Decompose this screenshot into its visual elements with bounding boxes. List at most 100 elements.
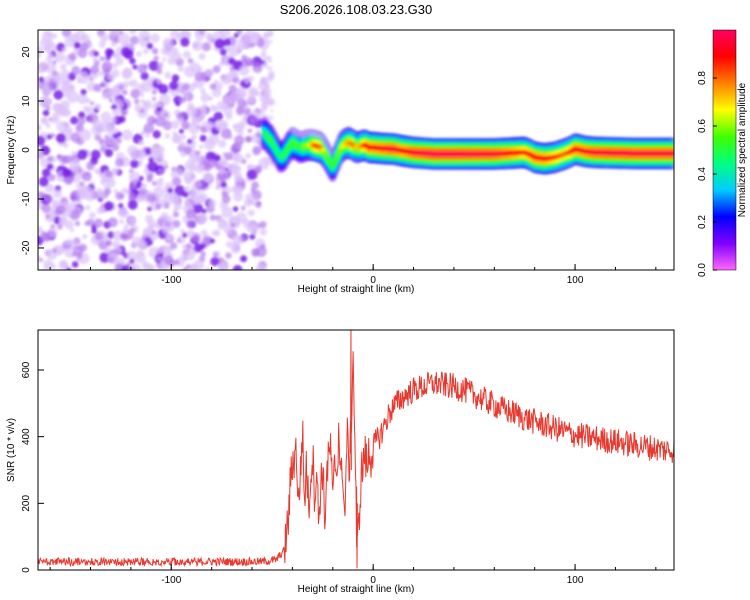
noise-blob	[158, 168, 165, 175]
noise-blob	[222, 38, 231, 47]
noise-blob	[183, 185, 191, 193]
noise-blob	[266, 66, 271, 71]
noise-blob	[130, 88, 141, 99]
y-tick-label: 0	[21, 567, 32, 573]
noise-blob	[70, 116, 79, 125]
noise-blob	[77, 149, 88, 160]
noise-blob	[237, 121, 246, 130]
noise-blob	[112, 108, 120, 117]
noise-blob	[109, 30, 120, 36]
noise-blob	[129, 263, 141, 270]
noise-blob	[146, 42, 154, 50]
noise-blob	[237, 129, 244, 136]
noise-blob	[193, 259, 205, 270]
noise-blob	[192, 82, 197, 87]
noise-blob	[197, 66, 203, 72]
noise-blob	[129, 159, 139, 169]
noise-blob	[48, 173, 56, 182]
noise-blob	[182, 232, 188, 238]
noise-blob	[195, 156, 203, 164]
snr-y-label: SNR (10 * v/v)	[6, 418, 17, 482]
noise-blob	[197, 213, 208, 224]
noise-blob	[219, 48, 227, 56]
noise-blob	[121, 228, 129, 235]
noise-blob	[138, 139, 145, 146]
noise-blob	[86, 162, 95, 171]
noise-blob	[53, 51, 65, 63]
noise-blob	[71, 261, 79, 268]
noise-blob	[164, 133, 171, 139]
noise-blob	[172, 131, 178, 137]
noise-blob	[98, 138, 106, 146]
noise-blob	[99, 33, 109, 43]
y-tick-label: 200	[21, 495, 32, 512]
noise-blob	[224, 152, 233, 161]
noise-blob	[132, 154, 138, 161]
noise-blob	[225, 252, 232, 259]
noise-blob	[129, 258, 135, 264]
x-tick-label: 100	[567, 275, 584, 286]
noise-blob	[56, 154, 63, 161]
noise-blob	[93, 119, 103, 129]
noise-blob	[120, 46, 132, 58]
noise-blob	[158, 84, 169, 95]
noise-blob	[56, 120, 68, 133]
noise-blob	[142, 101, 149, 108]
noise-blob	[111, 117, 117, 123]
spectrogram-x-label: Height of straight line (km)	[298, 284, 415, 295]
noise-blob	[82, 233, 88, 240]
noise-blob	[159, 248, 164, 254]
noise-blob	[104, 188, 112, 196]
noise-blob	[93, 218, 103, 228]
noise-blob	[207, 199, 217, 208]
y-tick-label: 20	[21, 46, 32, 58]
noise-blob	[70, 132, 82, 143]
noise-blob	[44, 61, 57, 74]
noise-blob	[270, 109, 274, 113]
noise-blob	[39, 157, 50, 168]
noise-blob	[94, 168, 100, 174]
noise-blob	[105, 170, 113, 178]
noise-blob	[76, 186, 88, 198]
noise-blob	[262, 49, 266, 53]
noise-blob	[38, 61, 47, 70]
colorbar-tick-label: 0.0	[697, 263, 708, 277]
noise-blob	[38, 46, 44, 54]
noise-blob	[116, 131, 123, 137]
noise-blob	[114, 53, 121, 60]
noise-blob	[79, 181, 85, 187]
noise-blob	[218, 168, 226, 175]
noise-blob	[250, 187, 255, 192]
noise-blob	[162, 120, 173, 131]
noise-blob	[52, 33, 58, 39]
noise-blob	[61, 30, 72, 38]
noise-blob	[38, 124, 42, 131]
noise-blob	[251, 248, 260, 257]
noise-blob	[148, 60, 160, 72]
noise-blob	[146, 173, 154, 180]
noise-blob	[182, 50, 191, 59]
noise-blob	[68, 52, 77, 61]
noise-blob	[135, 252, 146, 264]
noise-blob	[38, 149, 44, 158]
noise-blob	[111, 69, 120, 78]
noise-blob	[152, 130, 161, 139]
noise-blob	[176, 238, 181, 243]
noise-blob	[187, 138, 193, 144]
noise-blob	[94, 134, 102, 141]
noise-blob	[173, 202, 183, 211]
noise-blob	[199, 240, 204, 245]
noise-blob	[211, 230, 218, 237]
noise-blob	[220, 219, 228, 227]
noise-blob	[45, 122, 51, 128]
noise-blob	[262, 102, 267, 108]
noise-blob	[201, 186, 207, 191]
noise-blob	[192, 40, 204, 52]
noise-blob	[59, 215, 66, 222]
noise-blob	[38, 53, 42, 58]
noise-blob	[129, 30, 137, 35]
noise-blob	[102, 93, 109, 100]
noise-blob	[240, 255, 248, 263]
